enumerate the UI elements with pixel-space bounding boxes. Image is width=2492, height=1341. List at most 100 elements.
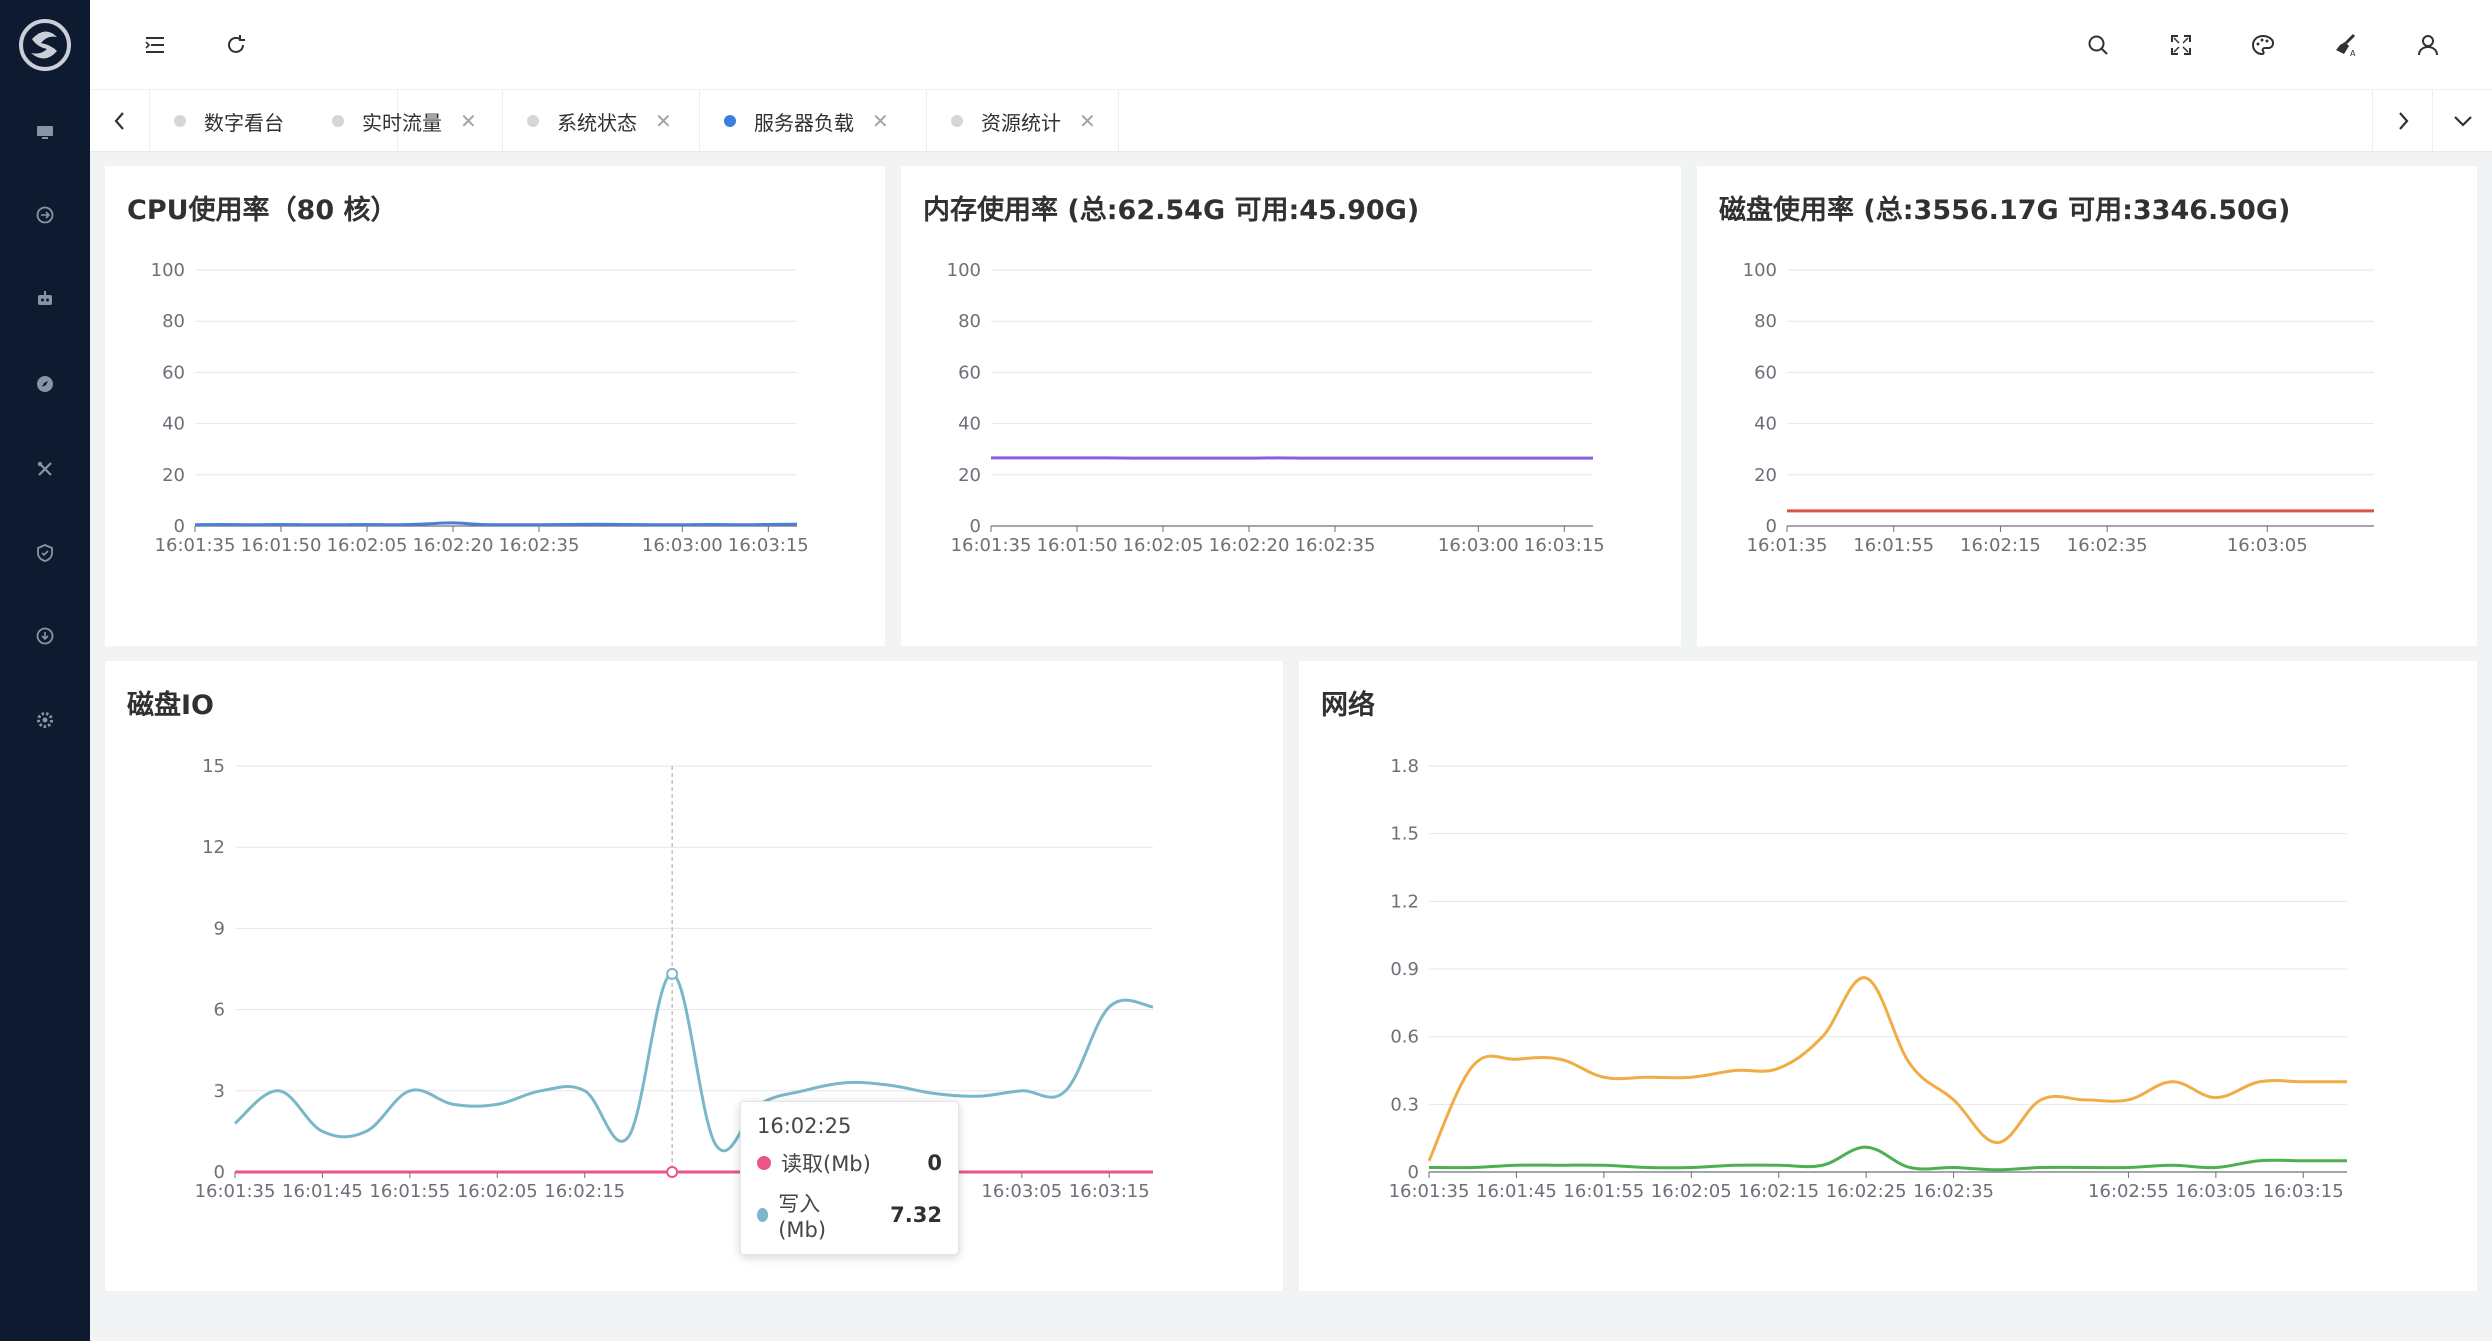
x-tick-label: 16:01:35 — [1747, 535, 1828, 556]
tooltip-row-write: 写入(Mb) 7.32 — [757, 1188, 942, 1242]
x-tick-label: 16:03:15 — [1069, 1181, 1150, 1202]
y-tick-label: 0.3 — [1390, 1094, 1419, 1115]
close-icon[interactable]: ✕ — [1079, 109, 1096, 133]
tooltip-value: 0 — [927, 1151, 942, 1175]
x-tick-label: 16:01:50 — [1037, 535, 1118, 556]
y-tick-label: 80 — [958, 311, 981, 332]
tabs-scroll-right-button[interactable] — [2372, 90, 2432, 152]
y-tick-label: 9 — [214, 918, 225, 939]
tab-server-load[interactable]: 服务器负载 ✕ — [700, 90, 927, 152]
series-line — [1427, 976, 2348, 1162]
clean-cache-button[interactable]: A — [2326, 25, 2366, 65]
nav-robot[interactable] — [0, 275, 90, 323]
search-icon — [2088, 35, 2108, 55]
close-icon[interactable]: ✕ — [460, 109, 477, 133]
close-icon[interactable]: ✕ — [655, 109, 672, 133]
y-tick-label: 6 — [214, 1000, 225, 1021]
x-tick-label: 16:01:35 — [951, 535, 1032, 556]
tab-status-dot — [332, 115, 344, 127]
y-tick-label: 0 — [214, 1162, 225, 1183]
x-tick-label: 16:03:05 — [2175, 1181, 2256, 1202]
y-tick-label: 15 — [202, 756, 225, 777]
x-tick-label: 16:02:05 — [457, 1181, 538, 1202]
series-line — [234, 972, 1154, 1153]
x-tick-label: 16:02:35 — [2067, 535, 2148, 556]
close-icon[interactable]: ✕ — [872, 109, 889, 133]
hover-point — [666, 967, 679, 980]
card-title: CPU使用率（80 核） — [127, 195, 398, 226]
y-tick-label: 60 — [958, 362, 981, 383]
compass-icon — [37, 376, 53, 392]
menu-fold-icon — [145, 37, 164, 53]
tab-label: 资源统计 — [981, 110, 1061, 135]
x-tick-label: 16:03:15 — [728, 535, 809, 556]
fullscreen-button[interactable] — [2161, 25, 2201, 65]
tooltip-value: 7.32 — [890, 1203, 942, 1227]
x-tick-label: 16:02:05 — [327, 535, 408, 556]
tab-status-dot — [174, 115, 186, 127]
y-tick-label: 20 — [958, 465, 981, 486]
svg-text:A: A — [2350, 49, 2356, 57]
exchange-icon — [36, 206, 54, 224]
x-tick-label: 16:02:15 — [1738, 1181, 1819, 1202]
y-tick-label: 0 — [970, 516, 981, 537]
tooltip-time: 16:02:25 — [757, 1114, 852, 1138]
tools-icon — [37, 461, 52, 476]
tab-system-status[interactable]: 系统状态 ✕ — [503, 90, 700, 152]
x-tick-label: 16:02:35 — [1295, 535, 1376, 556]
tooltip-row-read: 读取(Mb) 0 — [757, 1148, 942, 1178]
tooltip-label: 写入(Mb) — [778, 1192, 827, 1242]
series-line — [1428, 1145, 2347, 1172]
y-tick-label: 40 — [162, 414, 185, 435]
nav-monitor[interactable] — [0, 108, 90, 156]
network-card: 网络 0 0.3 0.6 0.9 1.2 1.5 1.8 16:01:35 16:01:45 16… — [1299, 661, 2477, 1291]
tab-resource-stats[interactable]: 资源统计 ✕ — [927, 90, 1119, 152]
tab-realtime-traffic[interactable]: 实时流量 ✕ — [308, 90, 503, 152]
series-marker — [757, 1156, 771, 1170]
tab-digital-board[interactable]: 数字看台 — [150, 90, 398, 152]
chevron-left-icon — [114, 112, 124, 130]
search-button[interactable] — [2078, 25, 2118, 65]
theme-button[interactable] — [2243, 25, 2283, 65]
card-title: 磁盘使用率 (总:3556.17G 可用:3346.50G) — [1719, 195, 2291, 226]
logo-icon — [19, 19, 71, 71]
card-title: 网络 — [1321, 690, 1375, 721]
user-button[interactable] — [2408, 25, 2448, 65]
y-tick-label: 0.6 — [1390, 1027, 1419, 1048]
fullscreen-icon — [2171, 35, 2191, 55]
tabs-bar: 数字看台 实时流量 ✕ 系统状态 ✕ 服务器负载 ✕ 资源统计 ✕ — [90, 90, 2492, 152]
menu-fold-button[interactable] — [135, 25, 175, 65]
top-header: A — [90, 0, 2492, 90]
y-tick-label: 12 — [202, 837, 225, 858]
x-tick-label: 16:02:55 — [2088, 1181, 2169, 1202]
cpu-usage-card: CPU使用率（80 核） 0 20 40 60 80 100 16:01:35 16:01:5… — [105, 166, 885, 646]
tab-status-dot — [527, 115, 539, 127]
x-tick-label: 16:03:00 — [642, 535, 723, 556]
monitor-icon — [37, 126, 53, 139]
tabs-scroll-left-button[interactable] — [90, 90, 150, 152]
app-logo[interactable] — [0, 0, 90, 90]
nav-settings[interactable] — [0, 696, 90, 744]
x-tick-label: 16:01:45 — [282, 1181, 363, 1202]
network-chart: 0 0.3 0.6 0.9 1.2 1.5 1.8 16:01:35 16:01:45 16:01… — [1389, 756, 2348, 1202]
y-tick-label: 20 — [162, 465, 185, 486]
nav-compass[interactable] — [0, 360, 90, 408]
shield-icon — [37, 544, 53, 562]
tab-label: 服务器负载 — [754, 110, 854, 135]
y-tick-label: 1.2 — [1390, 891, 1419, 912]
y-tick-label: 60 — [162, 362, 185, 383]
nav-tools[interactable] — [0, 445, 90, 493]
y-tick-label: 0 — [174, 516, 185, 537]
tabs-menu-button[interactable] — [2432, 90, 2492, 152]
nav-security[interactable] — [0, 529, 90, 577]
card-title: 内存使用率 (总:62.54G 可用:45.90G) — [923, 195, 1420, 226]
nav-exchange[interactable] — [0, 191, 90, 239]
refresh-icon — [228, 35, 245, 53]
card-title: 磁盘IO — [127, 690, 214, 721]
nav-download[interactable] — [0, 612, 90, 660]
y-tick-label: 0 — [1766, 516, 1777, 537]
refresh-button[interactable] — [216, 25, 256, 65]
x-tick-label: 16:02:35 — [1913, 1181, 1994, 1202]
